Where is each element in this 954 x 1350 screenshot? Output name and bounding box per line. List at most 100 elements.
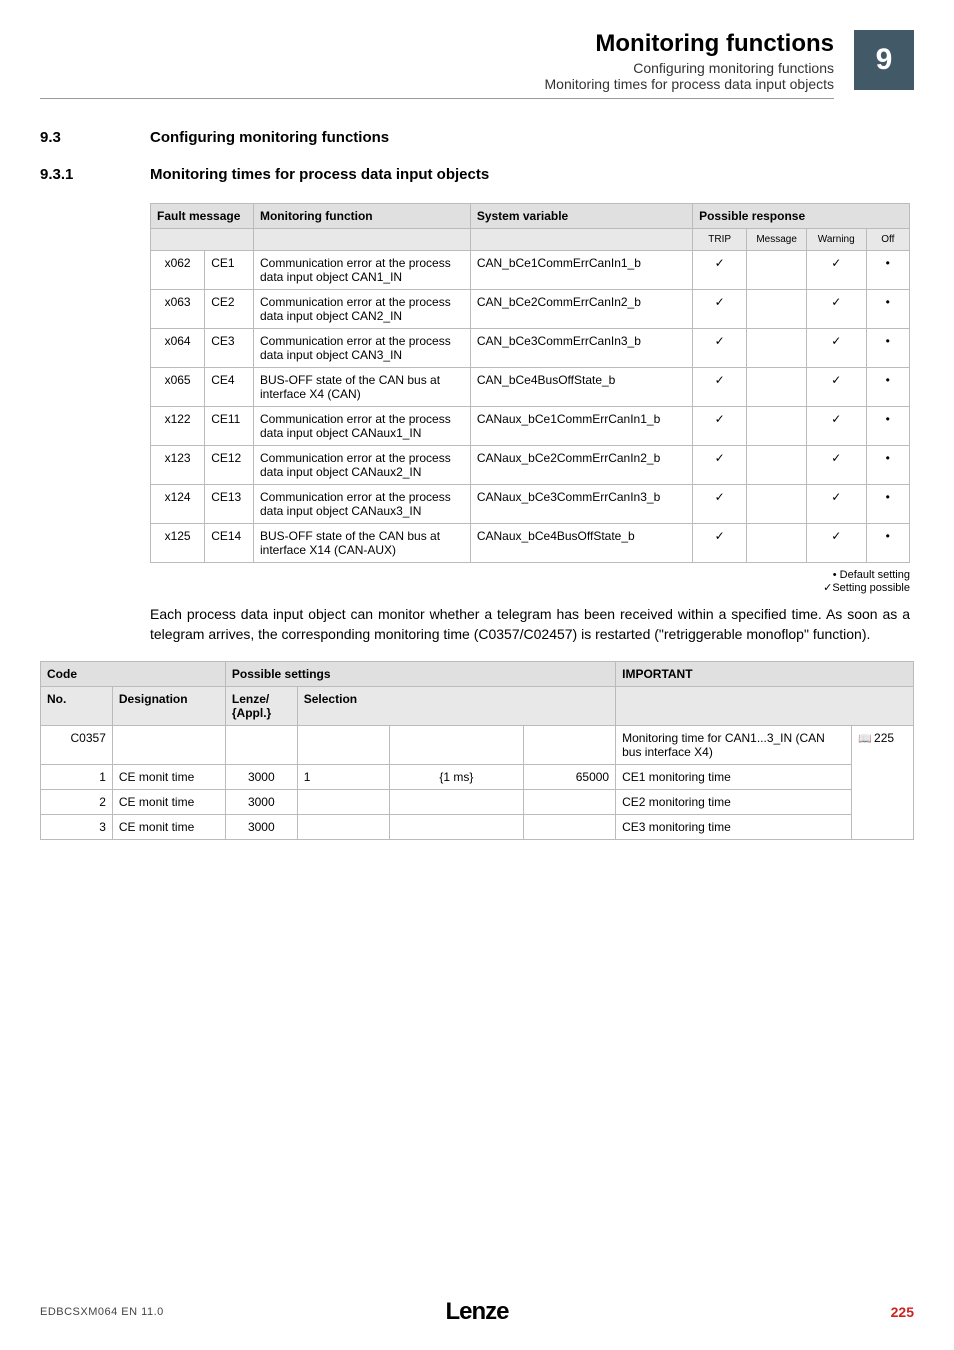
cell-ref-text: 225: [874, 731, 894, 745]
cell-msg: [747, 368, 807, 407]
cell-code: x123: [151, 446, 205, 485]
cell-warn: ✓: [806, 407, 866, 446]
cell-selc: [523, 789, 615, 814]
cell-code: x064: [151, 329, 205, 368]
cell-selc: [523, 814, 615, 839]
cell-id: CE12: [205, 446, 254, 485]
cell-no: 3: [41, 814, 113, 839]
section-9-3: 9.3 Configuring monitoring functions: [40, 129, 914, 146]
cell-id: CE13: [205, 485, 254, 524]
cell-func: Communication error at the process data …: [253, 290, 470, 329]
cell-code: x124: [151, 485, 205, 524]
cell-selb: [390, 814, 524, 839]
table-row: x122 CE11 Communication error at the pro…: [151, 407, 910, 446]
cell-warn: ✓: [806, 485, 866, 524]
th-trip: TRIP: [693, 229, 747, 251]
cell-code: x065: [151, 368, 205, 407]
cell-trip: ✓: [693, 290, 747, 329]
cell-sysvar: CANaux_bCe4BusOffState_b: [470, 524, 692, 563]
cell-msg: [747, 329, 807, 368]
th-lenze: Lenze/ {Appl.}: [225, 686, 297, 725]
cell-imp: Monitoring time for CAN1...3_IN (CAN bus…: [616, 725, 852, 764]
cell-id: CE3: [205, 329, 254, 368]
cell-code: x062: [151, 251, 205, 290]
cell-sysvar: CANaux_bCe2CommErrCanIn2_b: [470, 446, 692, 485]
table-row: x063 CE2 Communication error at the proc…: [151, 290, 910, 329]
section-number: 9.3: [40, 129, 150, 146]
section-title: Configuring monitoring functions: [150, 129, 389, 146]
cell-id: CE1: [205, 251, 254, 290]
page-header: Monitoring functions Configuring monitor…: [0, 0, 954, 99]
table-row: x123 CE12 Communication error at the pro…: [151, 446, 910, 485]
cell-sysvar: CAN_bCe3CommErrCanIn3_b: [470, 329, 692, 368]
cell-func: BUS-OFF state of the CAN bus at interfac…: [253, 368, 470, 407]
cell-off: •: [866, 290, 909, 329]
cell-warn: ✓: [806, 446, 866, 485]
th-important: IMPORTANT: [616, 661, 914, 686]
cell-no: C0357: [41, 725, 113, 764]
table-row: C0357 Monitoring time for CAN1...3_IN (C…: [41, 725, 914, 764]
table-legend: • Default setting ✓Setting possible: [150, 569, 910, 594]
cell-sela: [297, 725, 389, 764]
table-row: 2 CE monit time 3000 CE2 monitoring time: [41, 789, 914, 814]
cell-func: Communication error at the process data …: [253, 329, 470, 368]
cell-sysvar: CAN_bCe2CommErrCanIn2_b: [470, 290, 692, 329]
cell-func: Communication error at the process data …: [253, 407, 470, 446]
table-row: x124 CE13 Communication error at the pro…: [151, 485, 910, 524]
cell-sela: [297, 789, 389, 814]
cell-func: Communication error at the process data …: [253, 446, 470, 485]
cell-trip: ✓: [693, 485, 747, 524]
section-number: 9.3.1: [40, 166, 150, 183]
header-sub1: Configuring monitoring functions: [40, 60, 834, 76]
table-row: x065 CE4 BUS-OFF state of the CAN bus at…: [151, 368, 910, 407]
cell-func: Communication error at the process data …: [253, 485, 470, 524]
th-code: Code: [41, 661, 226, 686]
cell-trip: ✓: [693, 446, 747, 485]
cell-code: x122: [151, 407, 205, 446]
cell-desig: CE monit time: [112, 789, 225, 814]
cell-warn: ✓: [806, 329, 866, 368]
cell-code: x063: [151, 290, 205, 329]
cell-off: •: [866, 251, 909, 290]
th-resp: Possible response: [693, 204, 910, 229]
th-desig: Designation: [112, 686, 225, 725]
cell-msg: [747, 251, 807, 290]
cell-code: x125: [151, 524, 205, 563]
chapter-badge: 9: [854, 30, 914, 90]
cell-selb: [390, 725, 524, 764]
cell-selc: [523, 725, 615, 764]
monitoring-table: Fault message Monitoring function System…: [150, 203, 910, 563]
cell-func: BUS-OFF state of the CAN bus at interfac…: [253, 524, 470, 563]
code-table: Code Possible settings IMPORTANT No. Des…: [40, 661, 914, 840]
footer-pagenum: 225: [891, 1304, 914, 1320]
th-fault: Fault message: [151, 204, 254, 229]
cell-desig: CE monit time: [112, 764, 225, 789]
th-func: Monitoring function: [253, 204, 470, 229]
cell-off: •: [866, 485, 909, 524]
cell-id: CE11: [205, 407, 254, 446]
cell-msg: [747, 290, 807, 329]
cell-lenze: [225, 725, 297, 764]
cell-msg: [747, 407, 807, 446]
table-row: x062 CE1 Communication error at the proc…: [151, 251, 910, 290]
header-divider: [40, 98, 834, 99]
legend-default: • Default setting: [833, 569, 910, 581]
header-text-block: Monitoring functions Configuring monitor…: [40, 30, 854, 99]
header-sub2: Monitoring times for process data input …: [40, 76, 834, 92]
cell-off: •: [866, 329, 909, 368]
cell-warn: ✓: [806, 524, 866, 563]
cell-warn: ✓: [806, 251, 866, 290]
footer-logo: Lenze: [445, 1298, 508, 1326]
cell-ref: 225: [852, 725, 914, 839]
cell-sela: 1: [297, 764, 389, 789]
th-sysvar: System variable: [470, 204, 692, 229]
cell-sysvar: CAN_bCe1CommErrCanIn1_b: [470, 251, 692, 290]
th-blank: [470, 229, 692, 251]
table-row: 3 CE monit time 3000 CE3 monitoring time: [41, 814, 914, 839]
cell-imp: CE1 monitoring time: [616, 764, 852, 789]
cell-sysvar: CAN_bCe4BusOffState_b: [470, 368, 692, 407]
cell-desig: [112, 725, 225, 764]
th-message: Message: [747, 229, 807, 251]
cell-off: •: [866, 407, 909, 446]
book-icon: [858, 731, 874, 745]
